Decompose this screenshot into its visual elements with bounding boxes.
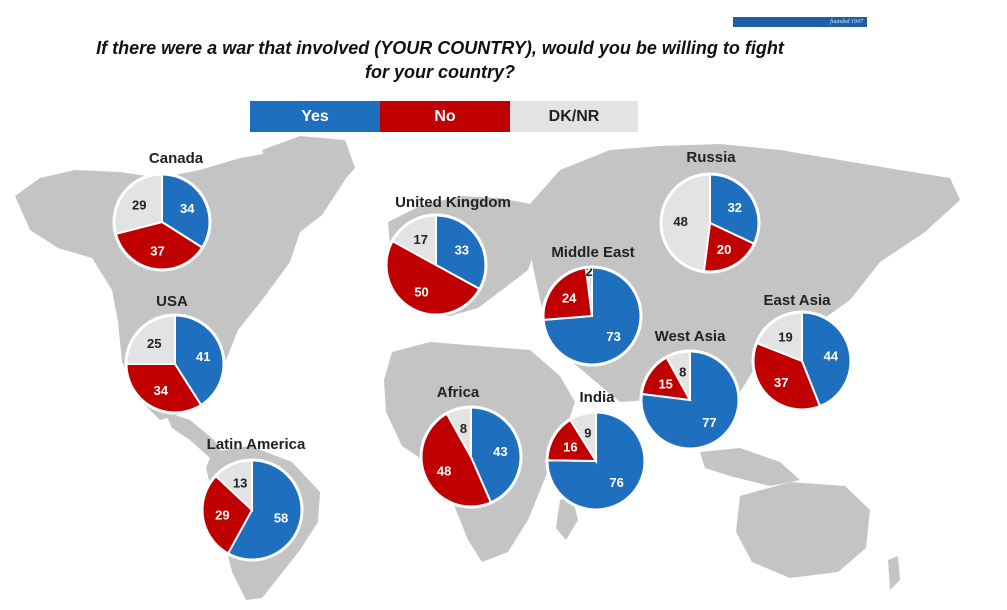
pie-africa: 43 48 8 — [419, 405, 523, 509]
region-label-russia: Russia — [686, 149, 736, 166]
data-label-russia-dk-nr: 48 — [673, 214, 687, 229]
pie-outline-canada — [112, 172, 212, 272]
pie-united-kingdom: 33 50 17 — [384, 213, 488, 317]
chart-title: If there were a war that involved (YOUR … — [60, 36, 820, 84]
data-label-latin-america-no: 29 — [215, 508, 229, 523]
data-label-india-dk-nr: 9 — [584, 426, 591, 441]
pie-east-asia: 44 37 19 — [751, 310, 853, 412]
data-label-east-asia-no: 37 — [774, 375, 788, 390]
pie-canada: 34 37 29 — [112, 172, 212, 272]
pie-russia: 32 20 48 — [659, 172, 761, 274]
pie-outline-india — [545, 410, 647, 512]
brand-text: founded 1947 — [830, 19, 863, 25]
data-label-africa-yes: 43 — [493, 444, 507, 459]
data-label-africa-dk-nr: 8 — [460, 421, 467, 436]
data-label-usa-yes: 41 — [196, 349, 210, 364]
data-label-russia-yes: 32 — [728, 200, 742, 215]
pie-latin-america: 58 29 13 — [200, 458, 304, 562]
title-line-2: for your country? — [364, 62, 515, 82]
data-label-canada-yes: 34 — [180, 201, 195, 216]
legend-item-dk: DK/NR — [510, 101, 638, 132]
data-label-west-asia-no: 15 — [658, 376, 672, 391]
data-label-india-yes: 76 — [609, 475, 623, 490]
data-label-east-asia-yes: 44 — [824, 348, 839, 363]
region-label-canada: Canada — [149, 150, 204, 167]
pie-west-asia: 77 15 8 — [639, 349, 741, 451]
pie-outline-united-kingdom — [384, 213, 488, 317]
data-label-middle-east-yes: 73 — [606, 329, 620, 344]
data-label-latin-america-yes: 58 — [274, 510, 288, 525]
pie-india: 76 16 9 — [545, 410, 647, 512]
region-label-africa: Africa — [437, 384, 480, 401]
legend: Yes No DK/NR — [250, 101, 638, 132]
region-label-usa: USA — [156, 293, 188, 310]
region-label-middle-east: Middle East — [551, 244, 634, 261]
data-label-russia-no: 20 — [717, 242, 731, 257]
data-label-united-kingdom-yes: 33 — [455, 243, 469, 258]
data-label-usa-no: 34 — [154, 383, 169, 398]
pie-outline-latin-america — [200, 458, 304, 562]
pie-outline-middle-east — [541, 265, 643, 367]
title-line-1: If there were a war that involved (YOUR … — [96, 38, 784, 58]
data-label-africa-no: 48 — [437, 463, 451, 478]
pie-middle-east: 73 24 2 — [541, 264, 643, 367]
data-label-west-asia-dk-nr: 8 — [679, 365, 686, 380]
region-label-east-asia: East Asia — [764, 292, 832, 309]
region-label-latin-america: Latin America — [207, 436, 306, 453]
data-label-middle-east-dk-nr: 2 — [586, 264, 593, 279]
data-label-india-no: 16 — [563, 440, 577, 455]
data-label-east-asia-dk-nr: 19 — [778, 330, 792, 345]
data-label-canada-no: 37 — [150, 243, 164, 258]
data-label-west-asia-yes: 77 — [702, 415, 716, 430]
region-label-united-kingdom: United Kingdom — [395, 194, 511, 211]
pie-outline-russia — [659, 172, 761, 274]
pie-usa: 41 34 25 — [124, 313, 226, 415]
region-label-india: India — [579, 389, 615, 406]
data-label-united-kingdom-no: 50 — [414, 284, 428, 299]
data-label-canada-dk-nr: 29 — [132, 197, 146, 212]
pie-outline-west-asia — [639, 349, 741, 451]
pie-outline-east-asia — [751, 310, 853, 412]
data-label-middle-east-no: 24 — [562, 290, 577, 305]
data-label-united-kingdom-dk-nr: 17 — [413, 232, 427, 247]
data-label-usa-dk-nr: 25 — [147, 336, 161, 351]
pie-outline-africa — [419, 405, 523, 509]
pie-outline-usa — [124, 313, 226, 415]
data-label-latin-america-dk-nr: 13 — [233, 475, 247, 490]
legend-item-yes: Yes — [250, 101, 380, 132]
brand-logo-bar: founded 1947 — [733, 17, 867, 27]
legend-item-no: No — [380, 101, 510, 132]
region-label-west-asia: West Asia — [655, 328, 727, 345]
